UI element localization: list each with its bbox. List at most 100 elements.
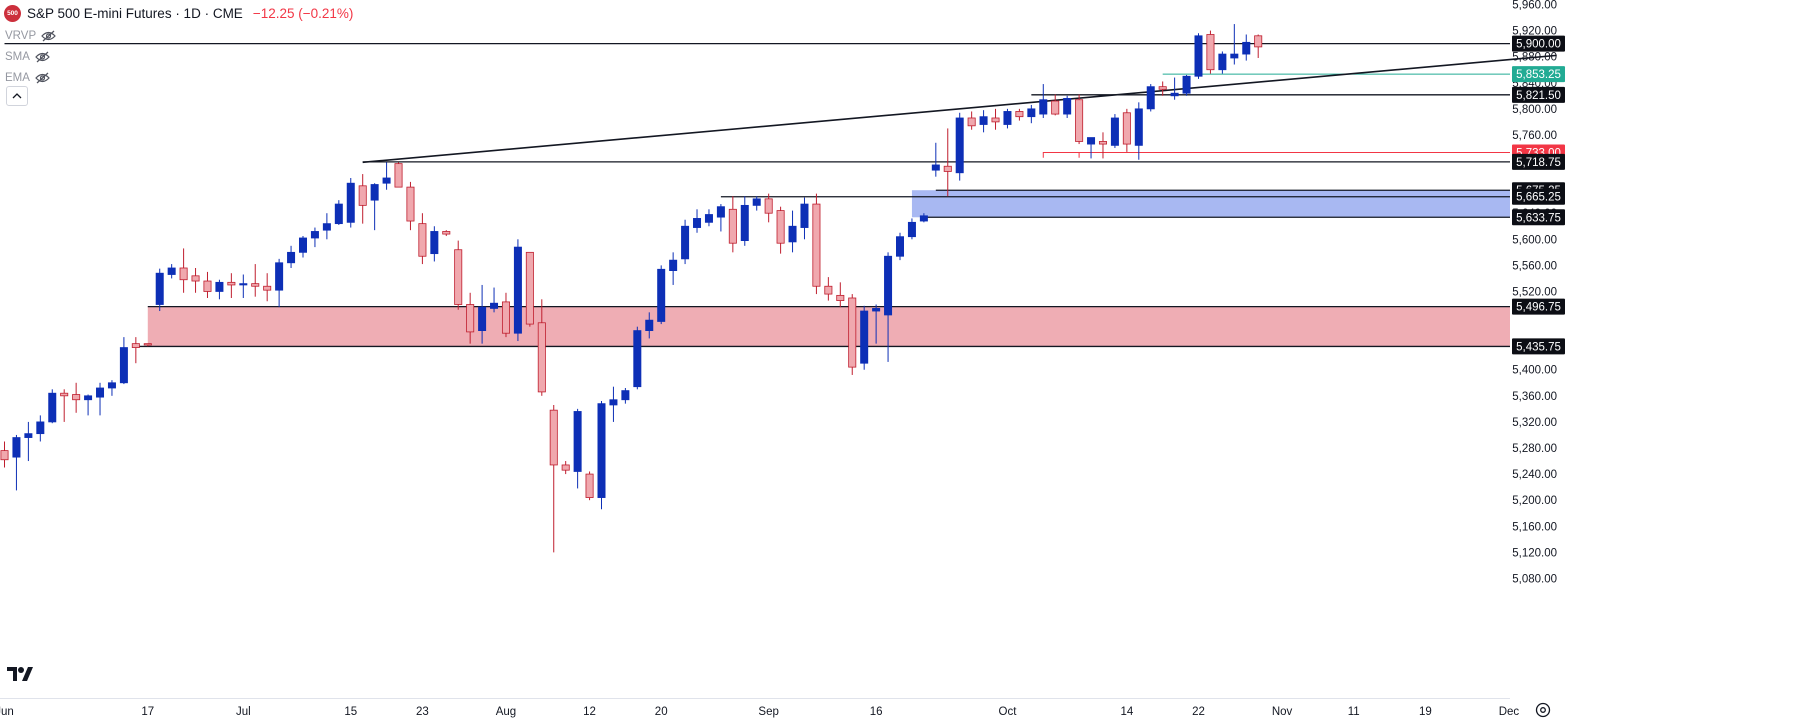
candle-body	[394, 163, 403, 188]
indicator-ema[interactable]: EMA	[5, 70, 50, 86]
indicator-label: EMA	[5, 72, 30, 84]
x-tick-label: 16	[870, 706, 883, 718]
trendline	[362, 54, 1557, 164]
candle-body	[919, 215, 928, 222]
eye-off-icon[interactable]	[35, 72, 50, 84]
y-tick-label: 5,200.00	[1512, 495, 1557, 507]
candle-body	[370, 184, 379, 201]
settings-gear-icon[interactable]	[1534, 701, 1552, 719]
candle-body	[287, 251, 296, 264]
y-tick-label: 5,800.00	[1512, 104, 1557, 116]
candle-body	[884, 255, 893, 316]
symbol-logo-icon: 500	[4, 4, 21, 22]
candle-body	[167, 267, 176, 275]
candle-body	[251, 283, 260, 287]
candle-body	[645, 319, 654, 331]
price-label: 5,718.75	[1516, 157, 1561, 169]
candle-body	[740, 204, 749, 241]
x-tick-label: 20	[655, 706, 668, 718]
candle-body	[788, 225, 797, 243]
y-tick-label: 5,120.00	[1512, 547, 1557, 559]
x-tick-label: Nov	[1272, 706, 1293, 718]
collapse-legend-button[interactable]	[6, 86, 28, 106]
candle-body	[501, 301, 510, 334]
candle-body	[1206, 34, 1215, 71]
candle-body	[573, 411, 582, 472]
price-label: 5,853.25	[1516, 69, 1561, 81]
candle-body	[1254, 35, 1263, 48]
y-tick-label: 5,760.00	[1512, 130, 1557, 142]
price-label-bg	[1512, 153, 1565, 170]
candle-body	[752, 198, 761, 206]
indicator-vrvp[interactable]: VRVP	[5, 28, 56, 44]
candle-body	[322, 223, 331, 231]
candle-body	[1230, 53, 1239, 59]
x-tick-label: Sep	[758, 706, 778, 718]
candle-body	[657, 268, 666, 322]
price-label-bg	[1512, 66, 1565, 83]
y-tick-label: 5,280.00	[1512, 443, 1557, 455]
chevron-up-icon	[12, 93, 22, 99]
candle-body	[621, 390, 630, 401]
candle-body	[776, 210, 785, 244]
candle-body	[848, 297, 857, 368]
y-tick-label: 5,240.00	[1512, 469, 1557, 481]
candle-body	[979, 116, 988, 125]
candle-body	[310, 231, 319, 239]
candle-body	[1182, 75, 1191, 94]
candle-body	[96, 387, 105, 398]
eye-off-icon[interactable]	[35, 51, 50, 63]
x-tick-label: 12	[583, 706, 596, 718]
candle-body	[1218, 53, 1227, 71]
y-tick-label: 5,400.00	[1512, 365, 1557, 377]
price-label: 5,665.25	[1516, 192, 1561, 204]
indicator-sma[interactable]: SMA	[5, 49, 50, 65]
candle-body	[1003, 111, 1012, 125]
price-label: 5,633.75	[1516, 212, 1561, 224]
x-tick-label: 14	[1120, 706, 1133, 718]
candle-body	[107, 382, 116, 389]
price-label: 5,821.50	[1516, 90, 1561, 102]
candle-body	[84, 395, 93, 401]
candle-body	[1134, 108, 1143, 146]
candle-body	[466, 304, 475, 333]
candle-body	[764, 198, 773, 214]
candle-body	[1087, 137, 1096, 145]
candle-body	[490, 302, 499, 309]
candle-body	[836, 294, 845, 301]
candle-body	[406, 186, 415, 222]
candle-body	[346, 182, 355, 223]
candle-body	[549, 409, 558, 466]
candle-body	[275, 262, 284, 291]
candle-body	[681, 225, 690, 260]
eye-off-icon[interactable]	[41, 30, 56, 42]
y-tick-label: 5,080.00	[1512, 573, 1557, 585]
candle-body	[669, 259, 678, 271]
y-tick-label: 5,920.00	[1512, 26, 1557, 38]
price-change: −12.25 (−0.21%)	[252, 5, 354, 21]
x-tick-label: Dec	[1499, 706, 1520, 718]
indicator-label: SMA	[5, 51, 30, 63]
candle-body	[728, 208, 737, 244]
x-tick-label: 23	[416, 706, 429, 718]
candle-body	[430, 231, 439, 255]
candle-body	[418, 223, 427, 257]
candle-body	[955, 117, 964, 174]
candle-body	[1146, 86, 1155, 110]
candle-body	[131, 343, 140, 348]
candle-body	[561, 464, 570, 471]
candle-body	[215, 281, 224, 292]
candle-body	[513, 246, 522, 334]
symbol-title[interactable]: S&P 500 E-mini Futures · 1D · CME	[27, 5, 243, 21]
candle-body	[298, 237, 307, 253]
candle-body	[12, 437, 21, 458]
support-zone	[911, 190, 1510, 218]
candle-body	[1063, 98, 1072, 115]
candle-body	[585, 473, 594, 498]
candle-body	[358, 185, 367, 206]
candle-body	[609, 399, 618, 406]
x-tick-label: 22	[1192, 706, 1205, 718]
candle-body	[334, 203, 343, 225]
candle-body	[991, 117, 1000, 123]
